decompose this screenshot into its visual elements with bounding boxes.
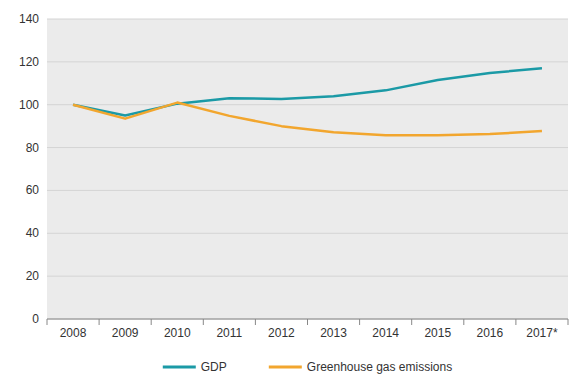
x-tick-separator	[255, 319, 256, 325]
x-tick-label: 2014	[372, 326, 399, 340]
x-tick-label: 2010	[164, 326, 191, 340]
series-group	[73, 68, 542, 135]
chart: 0 20 40 60 80 100 120 140 2008 2009 2010 2011 2012 20…	[0, 0, 576, 387]
series-line	[73, 68, 542, 115]
grid-line	[47, 233, 568, 234]
plot-area	[47, 19, 568, 319]
y-tick-label: 120	[19, 55, 39, 69]
x-tick-label: 2011	[216, 326, 242, 340]
y-tick-label: 0	[32, 312, 39, 326]
x-tick-label: 2008	[60, 326, 87, 340]
y-tick-label: 20	[26, 269, 40, 283]
x-tick-separator	[411, 319, 412, 325]
grid-line	[47, 147, 568, 148]
x-tick-separator	[47, 319, 48, 325]
x-tick-label: 2013	[320, 326, 347, 340]
grid-line	[47, 104, 568, 105]
x-tick-separator	[359, 319, 360, 325]
x-tick-separator	[99, 319, 100, 325]
y-tick-label: 100	[19, 98, 39, 112]
grid-line	[47, 190, 568, 191]
legend-label: GDP	[201, 360, 227, 374]
x-tick-label: 2016	[476, 326, 503, 340]
x-tick-separator	[307, 319, 308, 325]
x-tick-separator	[515, 319, 516, 325]
x-tick-label: 2012	[268, 326, 295, 340]
x-tick-label: 2015	[424, 326, 451, 340]
legend-swatch	[163, 366, 196, 369]
x-tick-separator	[463, 319, 464, 325]
x-tick-separator	[568, 319, 569, 325]
grid-line	[47, 19, 568, 20]
x-tick-separator	[203, 319, 204, 325]
series-line	[73, 103, 542, 136]
x-tick-label: 2009	[112, 326, 139, 340]
grid-line	[47, 276, 568, 277]
x-tick-separator	[151, 319, 152, 325]
y-tick-label: 60	[26, 183, 40, 197]
y-tick-label: 80	[26, 141, 40, 155]
y-tick-label: 140	[19, 12, 39, 26]
legend-label: Greenhouse gas emissions	[307, 360, 452, 374]
x-tick-label: 2017*	[526, 326, 558, 340]
grid-line	[47, 61, 568, 62]
y-tick-label: 40	[26, 226, 40, 240]
legend-swatch	[269, 366, 302, 369]
